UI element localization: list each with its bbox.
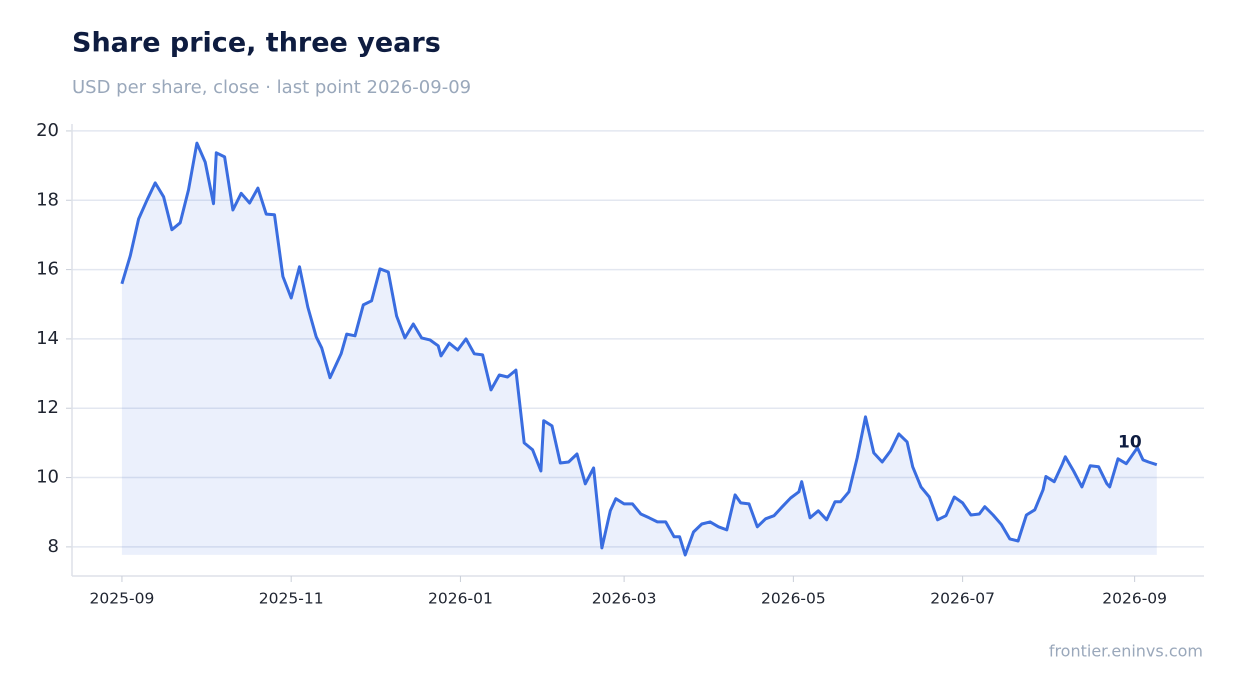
last-value-label: 10: [1118, 433, 1142, 453]
x-tick-label: 2025-11: [259, 590, 324, 608]
y-tick-label: 8: [48, 536, 59, 557]
chart-subtitle: USD per share, close · last point 2026-0…: [72, 77, 471, 98]
y-tick-label: 16: [36, 259, 59, 280]
x-tick-label: 2026-01: [428, 590, 493, 608]
x-tick-label: 2026-03: [592, 590, 657, 608]
y-tick-label: 14: [36, 328, 59, 349]
x-tick-label: 2025-09: [90, 590, 155, 608]
y-tick-label: 18: [36, 189, 59, 210]
price-line: [120, 141, 1158, 557]
area-fill: [121, 143, 1157, 555]
x-tick-label: 2026-05: [761, 590, 826, 608]
y-tick-label: 20: [36, 120, 59, 141]
source-note: frontier.eninvs.com: [1049, 642, 1203, 661]
chart-title: Share price, three years: [72, 28, 441, 59]
y-tick-label: 12: [36, 397, 59, 418]
x-tick-label: 2026-09: [1102, 590, 1167, 608]
x-tick-label: 2026-07: [930, 590, 995, 608]
y-tick-label: 10: [36, 467, 59, 488]
